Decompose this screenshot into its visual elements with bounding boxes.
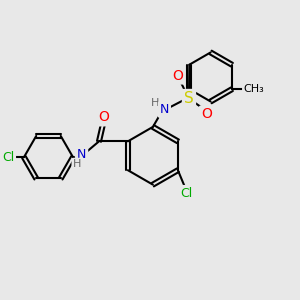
Text: H: H xyxy=(73,159,82,170)
Text: CH₃: CH₃ xyxy=(244,84,265,94)
Text: S: S xyxy=(184,91,194,106)
Text: O: O xyxy=(201,107,212,122)
Text: O: O xyxy=(172,68,183,83)
Text: N: N xyxy=(160,103,169,116)
Text: H: H xyxy=(151,98,159,108)
Text: N: N xyxy=(77,148,86,161)
Text: Cl: Cl xyxy=(180,187,193,200)
Text: O: O xyxy=(98,110,109,124)
Text: Cl: Cl xyxy=(2,151,14,164)
